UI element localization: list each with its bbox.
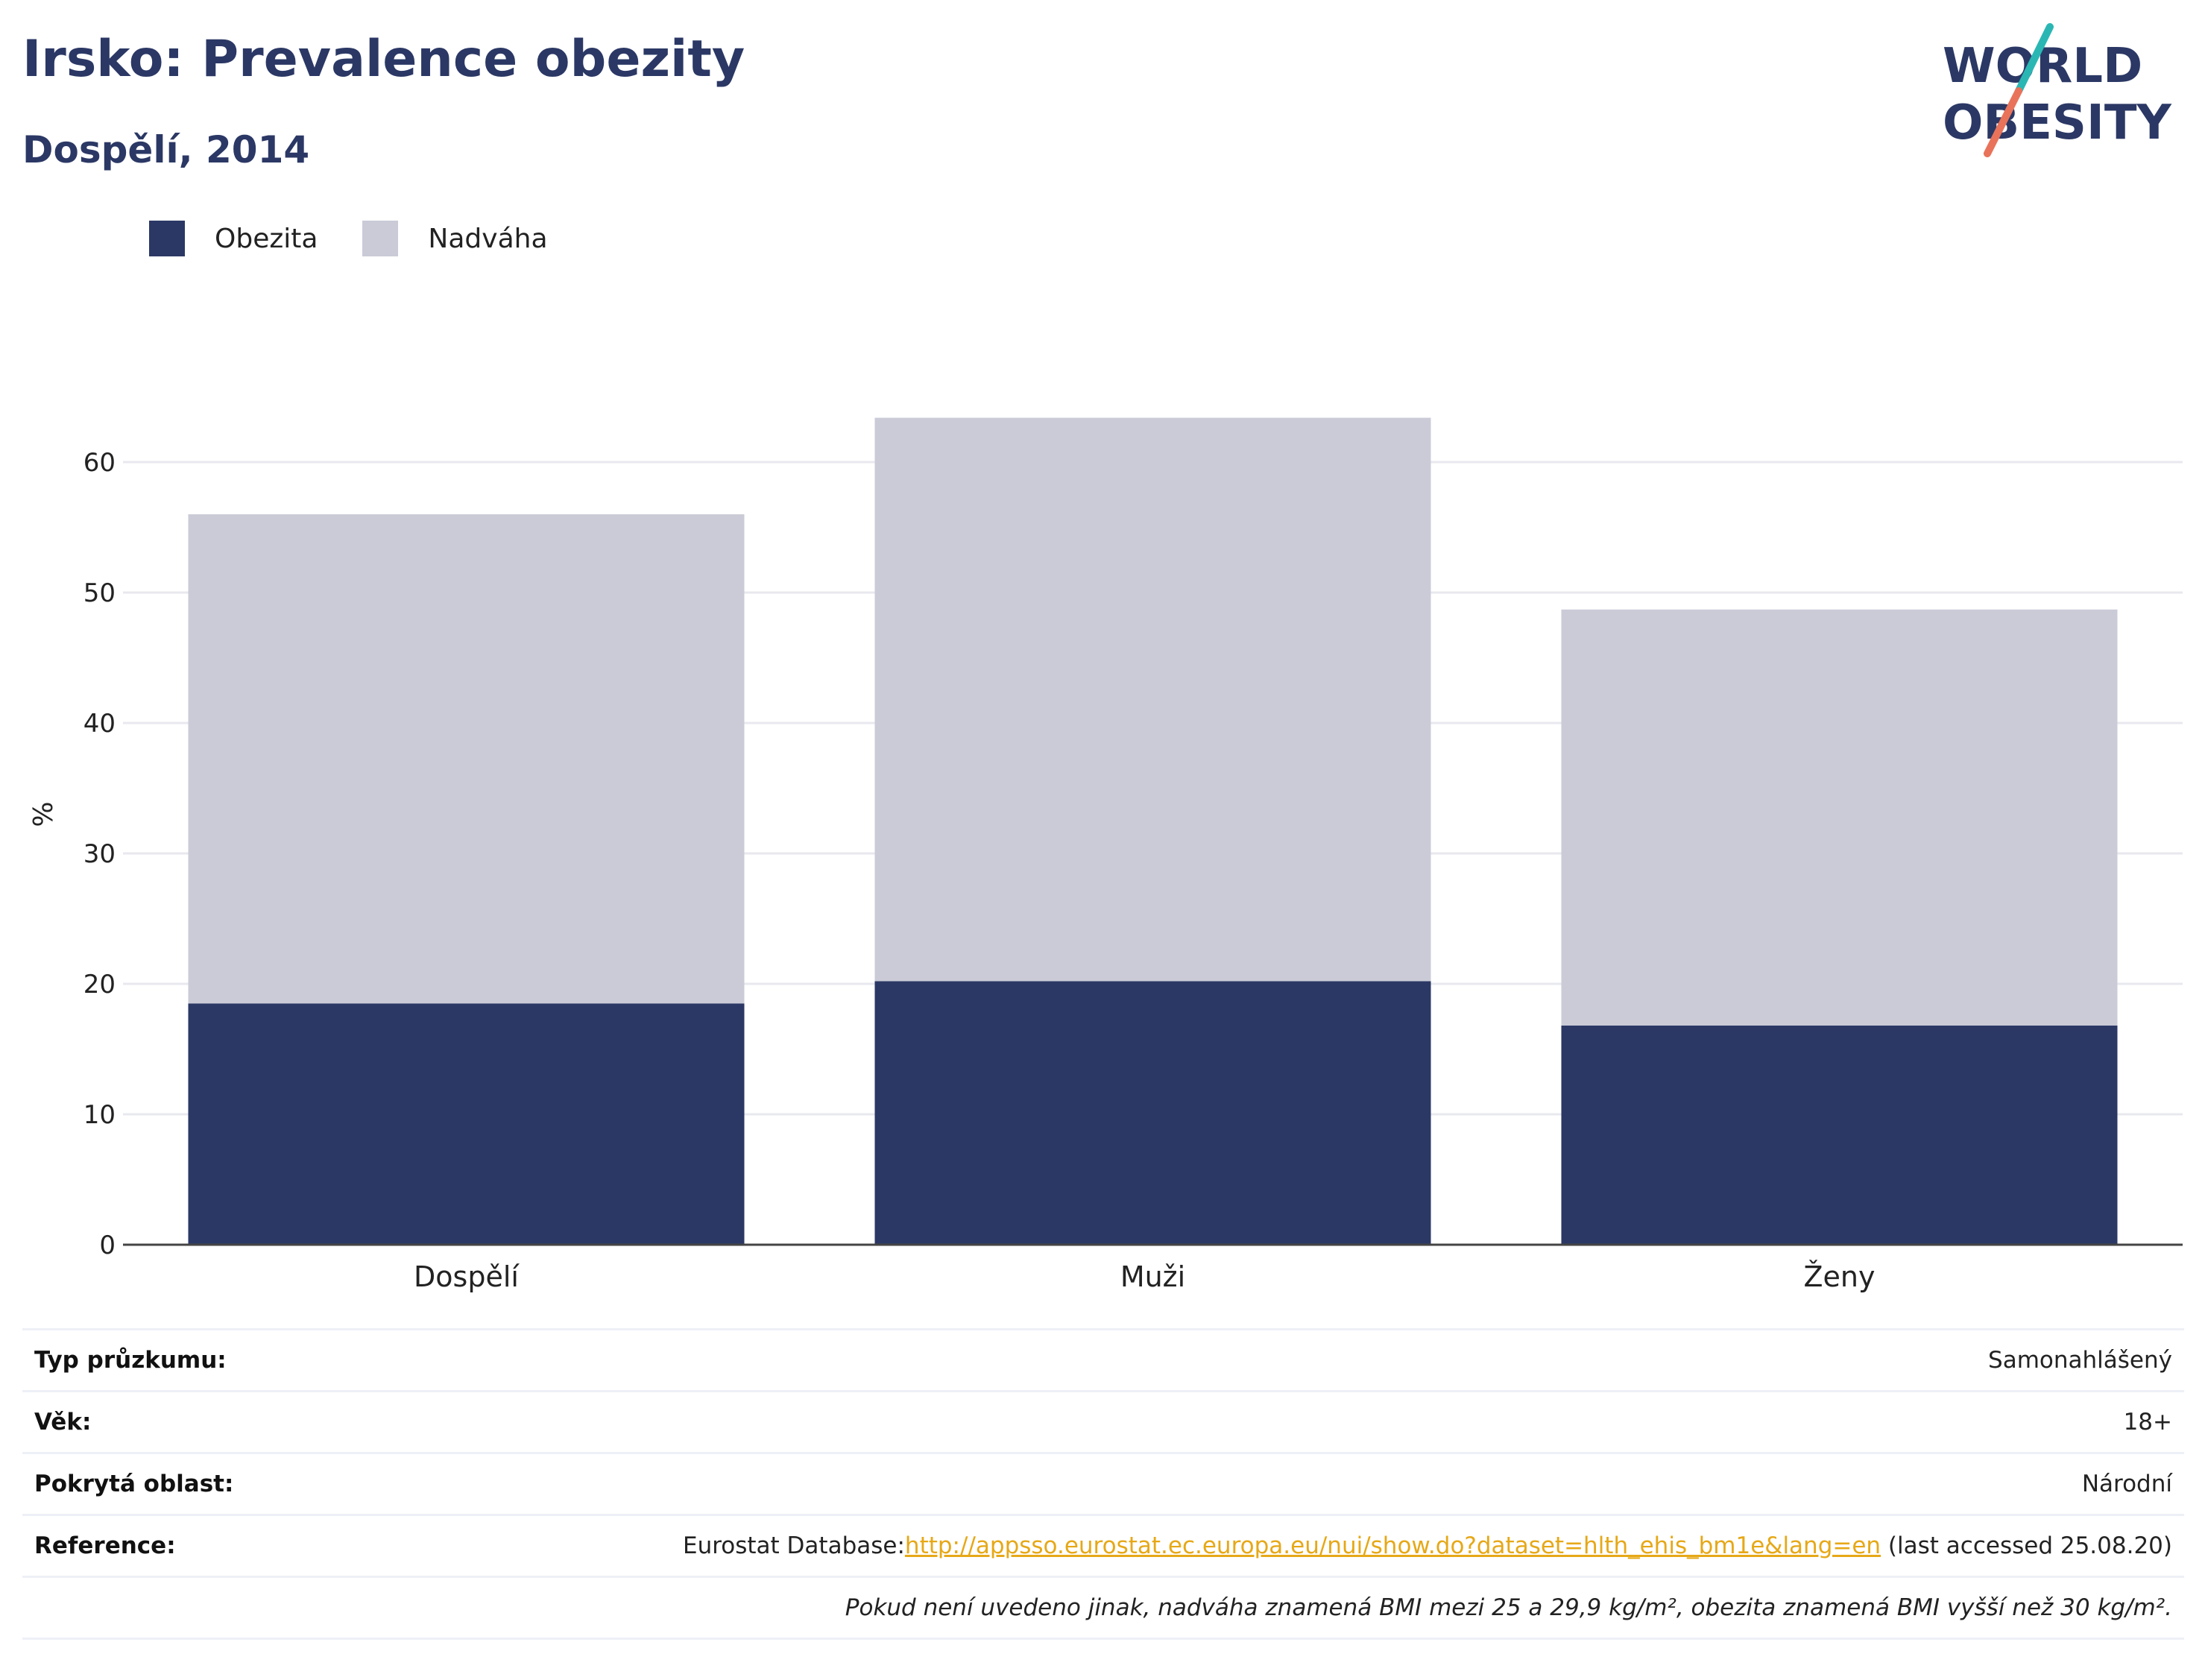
y-tick-label-60: 60	[83, 448, 116, 478]
legend: Obezita Nadváha	[149, 221, 593, 256]
bmi-note: Pokud není uvedeno jinak, nadváha znamen…	[845, 1594, 2172, 1621]
info-value-reference: Eurostat Database:http://appsso.eurostat…	[300, 1515, 2184, 1577]
legend-item-nadvaha[interactable]: Nadváha	[362, 221, 548, 256]
info-label-coverage: Pokrytá oblast:	[34, 1471, 234, 1497]
x-tick-label-1: Muži	[1120, 1260, 1185, 1293]
info-value-age: 18+	[2123, 1409, 2172, 1436]
info-row-reference: Reference: Eurostat Database:http://apps…	[22, 1515, 2184, 1577]
reference-suffix: (last accessed 25.08.20)	[1881, 1532, 2172, 1559]
bar-obezita-0	[188, 1003, 745, 1245]
chart-subtitle: Dospělí, 2014	[22, 128, 310, 171]
world-obesity-logo: WORLD OBESITY	[1943, 23, 2171, 157]
bar-chart: 0 10 20 30 40 50 60% Dospělí Muži Ženy	[28, 417, 2183, 1293]
reference-link[interactable]: http://appsso.eurostat.ec.europa.eu/nui/…	[904, 1532, 1881, 1559]
bar-nadváha-0	[188, 514, 745, 1004]
info-label-age: Věk:	[34, 1409, 92, 1436]
y-tick-label-40: 40	[83, 709, 116, 739]
chart-title: Irsko: Prevalence obezity	[22, 30, 745, 89]
y-tick-label-10: 10	[83, 1100, 116, 1130]
legend-label-nadvaha: Nadváha	[428, 223, 548, 254]
bar-obezita-1	[874, 981, 1431, 1245]
y-tick-label-30: 30	[83, 839, 116, 869]
info-value-coverage: Národní	[2081, 1471, 2172, 1497]
info-row-coverage: Pokrytá oblast: Národní	[22, 1453, 2184, 1515]
info-row-survey-type: Typ průzkumu: Samonahlášený	[22, 1329, 2184, 1392]
reference-prefix: Eurostat Database:	[682, 1532, 905, 1559]
info-row-note: Pokud není uvedeno jinak, nadváha znamen…	[22, 1576, 2184, 1639]
bar-nadváha-1	[874, 417, 1431, 982]
info-row-age: Věk: 18+	[22, 1391, 2184, 1453]
legend-swatch-obezita	[149, 221, 185, 256]
y-tick-label-50: 50	[83, 578, 116, 608]
legend-swatch-nadvaha	[362, 221, 399, 256]
y-axis-label: %	[28, 801, 59, 827]
bar-obezita-2	[1561, 1026, 2118, 1245]
legend-label-obezita: Obezita	[215, 223, 318, 254]
info-value-survey-type: Samonahlášený	[1988, 1347, 2172, 1374]
svg-text:OBESITY: OBESITY	[1943, 95, 2171, 151]
y-tick-label-0: 0	[99, 1231, 116, 1260]
info-table: Typ průzkumu: Samonahlášený Věk: 18+ Pok…	[22, 1328, 2184, 1640]
x-tick-label-2: Ženy	[1804, 1260, 1876, 1293]
y-tick-label-20: 20	[83, 970, 116, 1000]
bar-nadváha-2	[1561, 609, 2118, 1026]
legend-item-obezita[interactable]: Obezita	[149, 221, 318, 256]
info-label-reference: Reference:	[34, 1532, 176, 1559]
info-label-survey-type: Typ průzkumu:	[34, 1347, 227, 1374]
x-tick-label-0: Dospělí	[414, 1260, 520, 1293]
